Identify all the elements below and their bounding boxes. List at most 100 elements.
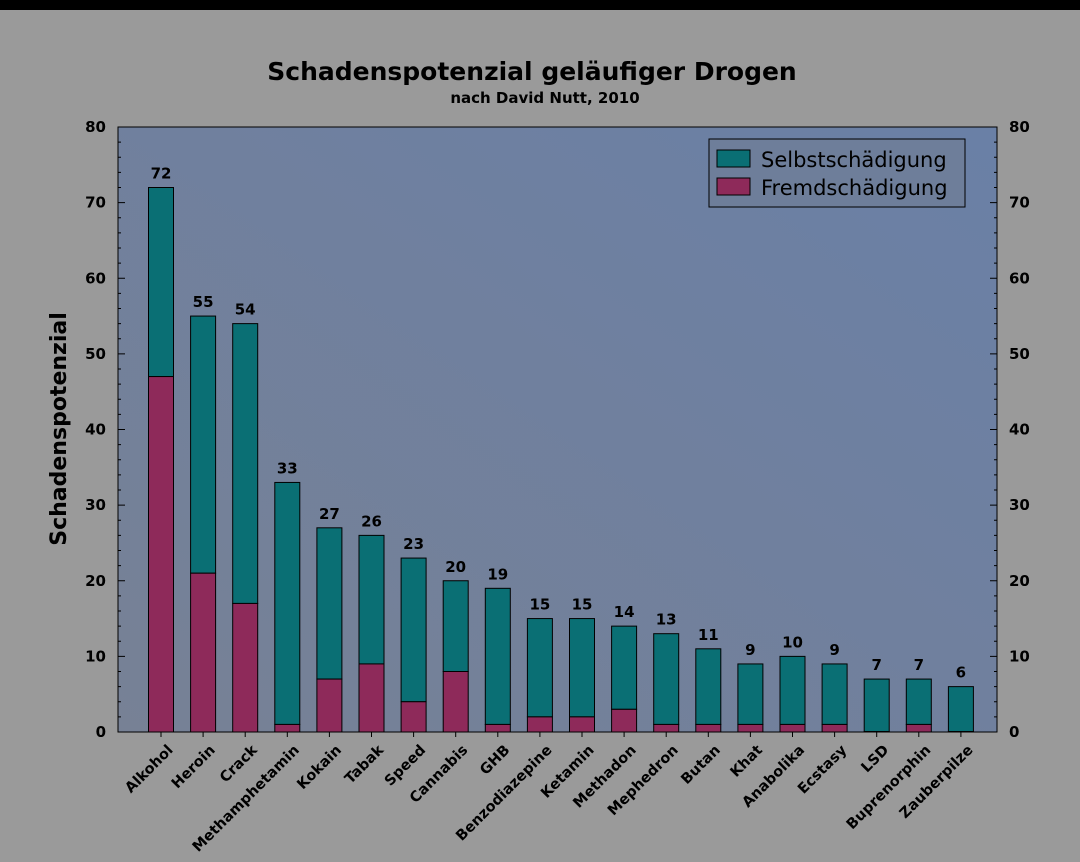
bar-selbstschaedigung-tabak — [358, 534, 385, 665]
value-label-mephedron: 13 — [656, 611, 677, 629]
bar-fremdschaedigung-ketamin — [569, 716, 595, 733]
bar-series-group — [148, 187, 974, 733]
value-label-tabak: 26 — [361, 512, 382, 530]
category-label-khat: Khat — [728, 742, 766, 780]
bar-fremdschaedigung-ghb — [484, 723, 511, 733]
y-tick-label-right: 20 — [1009, 572, 1030, 590]
y-tick-label-left: 10 — [85, 647, 106, 665]
category-label-ghb: GHB — [477, 742, 513, 778]
y-axis-label: Schadenspotenzial — [47, 312, 72, 546]
bar-selbstschaedigung-alkohol — [148, 187, 174, 378]
category-label-tabak: Tabak — [342, 742, 387, 787]
bar-selbstschaedigung-lsd — [863, 678, 890, 733]
y-tick-label-left: 80 — [85, 118, 106, 136]
category-label-lsd: LSD — [859, 742, 893, 776]
legend-box — [708, 138, 966, 208]
bar-fremdschaedigung-kokain — [316, 678, 343, 733]
value-label-ecstasy: 9 — [829, 641, 839, 659]
value-label-heroin: 55 — [193, 293, 214, 311]
y-tick-label-right: 60 — [1009, 269, 1030, 287]
value-label-buprenorphin: 7 — [914, 656, 924, 674]
bar-fremdschaedigung-heroin — [190, 572, 217, 733]
value-label-alkohol: 72 — [151, 165, 172, 183]
bar-selbstschaedigung-crack — [232, 323, 259, 604]
bar-fremdschaedigung-ecstasy — [821, 723, 848, 733]
value-label-benzodiazepine: 15 — [529, 596, 550, 614]
bar-selbstschaedigung-butan — [695, 648, 722, 725]
y-tick-label-right: 0 — [1009, 723, 1019, 741]
category-label-butan: Butan — [678, 742, 724, 788]
chart-title: Schadenspotenzial geläufiger Drogen — [267, 57, 796, 86]
y-tick-label-right: 30 — [1009, 496, 1030, 514]
bar-selbstschaedigung-methamphetamin — [274, 481, 301, 725]
value-label-ketamin: 15 — [572, 596, 593, 614]
category-label-heroin: Heroin — [169, 742, 219, 792]
y-tick-label-right: 40 — [1009, 421, 1030, 439]
bar-selbstschaedigung-buprenorphin — [905, 678, 932, 725]
bar-selbstschaedigung-methadon — [611, 625, 638, 710]
legend: Selbstschädigung Fremdschädigung — [708, 138, 966, 208]
y-tick-label-left: 20 — [85, 572, 106, 590]
y-tick-label-left: 30 — [85, 496, 106, 514]
value-label-methadon: 14 — [614, 603, 635, 621]
bar-selbstschaedigung-ketamin — [569, 618, 595, 718]
y-tick-label-right: 70 — [1009, 194, 1030, 212]
bar-selbstschaedigung-ghb — [484, 587, 511, 725]
bar-selbstschaedigung-cannabis — [442, 580, 469, 672]
value-label-cannabis: 20 — [445, 558, 466, 576]
value-label-lsd: 7 — [871, 656, 881, 674]
y-tick-label-left: 70 — [85, 194, 106, 212]
bar-fremdschaedigung-zauberpilze — [947, 731, 974, 733]
bar-fremdschaedigung-butan — [695, 723, 722, 733]
bar-fremdschaedigung-buprenorphin — [905, 723, 932, 733]
bar-fremdschaedigung-mephedron — [653, 723, 680, 733]
value-label-anabolika: 10 — [782, 633, 803, 651]
bar-selbstschaedigung-ecstasy — [821, 663, 848, 725]
bar-fremdschaedigung-benzodiazepine — [526, 716, 553, 733]
category-label-kokain: Kokain — [294, 742, 345, 793]
bar-fremdschaedigung-methamphetamin — [274, 723, 301, 733]
plot-area — [117, 126, 998, 733]
y-tick-label-right: 80 — [1009, 118, 1030, 136]
bar-fremdschaedigung-cannabis — [442, 671, 469, 733]
y-tick-label-left: 40 — [85, 421, 106, 439]
top-black-bar — [0, 0, 1080, 10]
y-tick-label-right: 10 — [1009, 647, 1030, 665]
bar-selbstschaedigung-anabolika — [779, 655, 806, 725]
bar-selbstschaedigung-speed — [400, 557, 427, 703]
chart-subtitle: nach David Nutt, 2010 — [450, 89, 639, 107]
bar-fremdschaedigung-speed — [400, 701, 427, 733]
value-label-speed: 23 — [403, 535, 424, 553]
bar-selbstschaedigung-heroin — [190, 315, 217, 574]
bar-selbstschaedigung-khat — [737, 663, 764, 725]
value-label-kokain: 27 — [319, 505, 340, 523]
value-label-ghb: 19 — [487, 565, 508, 583]
y-tick-label-right: 50 — [1009, 345, 1030, 363]
bar-fremdschaedigung-alkohol — [148, 376, 174, 733]
bar-fremdschaedigung-anabolika — [779, 723, 806, 733]
bar-fremdschaedigung-tabak — [358, 663, 385, 733]
bar-fremdschaedigung-lsd — [863, 731, 890, 733]
legend-label-selbstschaedigung: Selbstschädigung — [761, 148, 947, 172]
bar-selbstschaedigung-mephedron — [653, 633, 680, 725]
y-tick-label-left: 0 — [96, 723, 106, 741]
legend-swatch-selbstschaedigung — [716, 149, 751, 168]
legend-swatch-fremdschaedigung — [716, 177, 751, 196]
bar-selbstschaedigung-zauberpilze — [947, 686, 974, 733]
value-label-butan: 11 — [698, 626, 719, 644]
category-labels: AlkoholHeroinCrackMethamphetaminKokainTa… — [122, 732, 977, 855]
value-labels: 72 55 54 33 27 26 23 20 19 15 15 14 13 11 9 10 9 7 7 6 — [151, 165, 967, 682]
category-label-alkohol: Alkohol — [122, 742, 176, 796]
category-label-zauberpilze: Zauberpilze — [897, 742, 977, 822]
y-axis-left: 0 10 20 30 40 50 60 70 80 — [85, 118, 125, 741]
bar-fremdschaedigung-methadon — [611, 708, 638, 733]
value-label-crack: 54 — [235, 301, 256, 319]
legend-label-fremdschaedigung: Fremdschädigung — [761, 176, 948, 200]
value-label-methamphetamin: 33 — [277, 459, 298, 477]
y-axis-right: 0 10 20 30 40 50 60 70 80 — [990, 118, 1030, 741]
bar-selbstschaedigung-benzodiazepine — [526, 618, 553, 718]
y-tick-label-left: 50 — [85, 345, 106, 363]
y-tick-label-left: 60 — [85, 269, 106, 287]
bar-fremdschaedigung-crack — [232, 602, 259, 733]
